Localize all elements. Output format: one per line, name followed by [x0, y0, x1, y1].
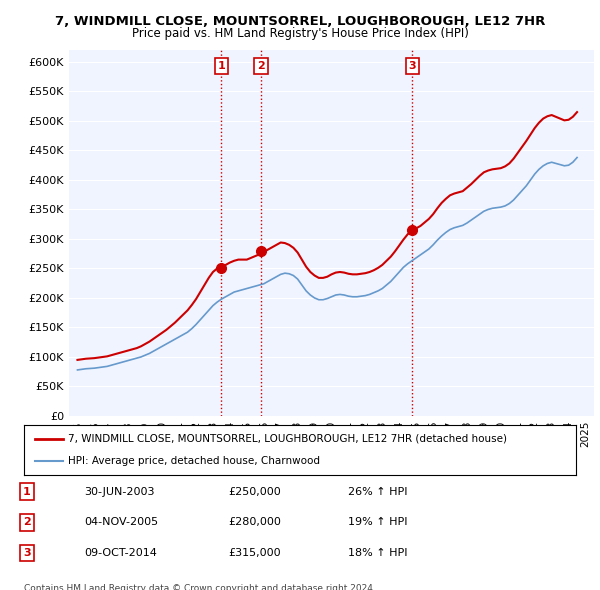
Text: Contains HM Land Registry data © Crown copyright and database right 2024.: Contains HM Land Registry data © Crown c… — [24, 584, 376, 590]
Text: 2: 2 — [257, 61, 265, 71]
Text: 18% ↑ HPI: 18% ↑ HPI — [348, 548, 407, 558]
Text: 30-JUN-2003: 30-JUN-2003 — [84, 487, 155, 497]
Text: £250,000: £250,000 — [228, 487, 281, 497]
Text: Price paid vs. HM Land Registry's House Price Index (HPI): Price paid vs. HM Land Registry's House … — [131, 27, 469, 40]
Text: £315,000: £315,000 — [228, 548, 281, 558]
Text: 7, WINDMILL CLOSE, MOUNTSORREL, LOUGHBOROUGH, LE12 7HR (detached house): 7, WINDMILL CLOSE, MOUNTSORREL, LOUGHBOR… — [68, 434, 507, 444]
Text: 3: 3 — [23, 548, 31, 558]
Text: 3: 3 — [409, 61, 416, 71]
Text: £280,000: £280,000 — [228, 517, 281, 527]
Text: 1: 1 — [23, 487, 31, 497]
Text: 2: 2 — [23, 517, 31, 527]
Text: 04-NOV-2005: 04-NOV-2005 — [84, 517, 158, 527]
Text: HPI: Average price, detached house, Charnwood: HPI: Average price, detached house, Char… — [68, 456, 320, 466]
Text: 19% ↑ HPI: 19% ↑ HPI — [348, 517, 407, 527]
Text: 09-OCT-2014: 09-OCT-2014 — [84, 548, 157, 558]
Text: 7, WINDMILL CLOSE, MOUNTSORREL, LOUGHBOROUGH, LE12 7HR: 7, WINDMILL CLOSE, MOUNTSORREL, LOUGHBOR… — [55, 15, 545, 28]
Text: 26% ↑ HPI: 26% ↑ HPI — [348, 487, 407, 497]
Text: 1: 1 — [218, 61, 225, 71]
